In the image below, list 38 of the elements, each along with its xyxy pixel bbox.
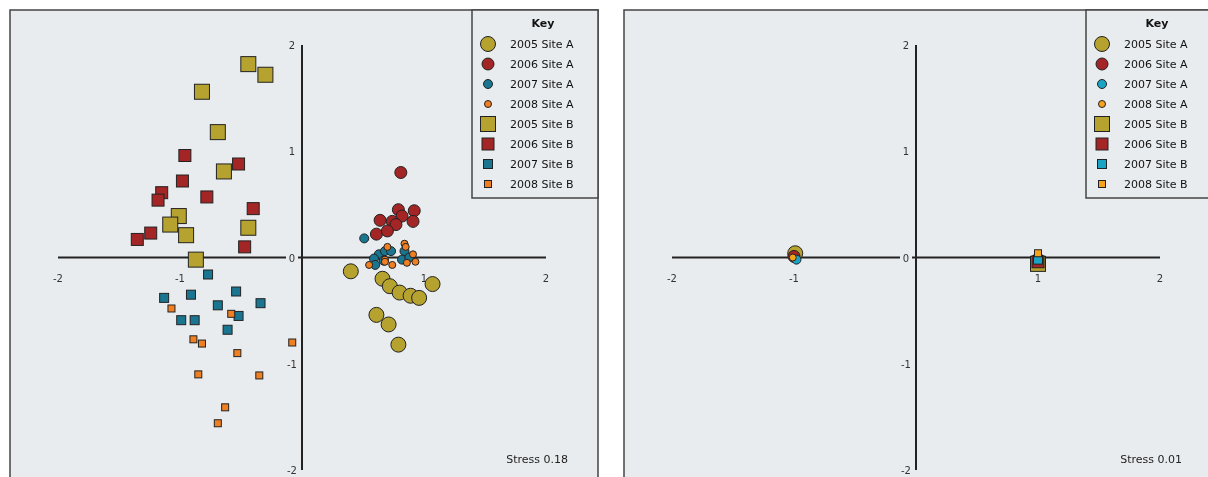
legend-label: 2007 Site A xyxy=(510,78,575,91)
y-tick-label: 0 xyxy=(902,252,910,264)
legend-title: Key xyxy=(531,17,555,30)
y-tick-label: 2 xyxy=(288,40,296,51)
annotation: Stress 0.01 xyxy=(1120,453,1182,466)
legend-label: 2006 Site A xyxy=(510,58,575,71)
legend-label: 2006 Site B xyxy=(1124,138,1188,151)
annotation: Stress 0.18 xyxy=(506,453,568,466)
legend-title: Key xyxy=(1145,17,1169,30)
legend-label: 2008 Site B xyxy=(510,178,574,191)
legend-label: 2007 Site A xyxy=(1124,78,1189,91)
legend-label: 2008 Site B xyxy=(1124,178,1188,191)
y-tick-label: -1 xyxy=(287,358,297,370)
legend-label: 2008 Site A xyxy=(1124,98,1189,111)
legend-label: 2008 Site A xyxy=(510,98,575,111)
y-tick-label: 0 xyxy=(288,252,296,264)
legend-label: 2006 Site A xyxy=(1124,58,1189,71)
x-tick-label: 1 xyxy=(1034,272,1042,284)
x-tick-label: -2 xyxy=(53,272,63,284)
x-tick-label: -1 xyxy=(175,272,185,284)
x-tick-label: 2 xyxy=(542,272,550,284)
y-tick-label: -2 xyxy=(901,465,911,476)
y-tick-label: 1 xyxy=(902,146,910,158)
x-tick-label: 2 xyxy=(1156,272,1164,284)
x-tick-label: -1 xyxy=(789,272,799,284)
legend-label: 2005 Site A xyxy=(1124,38,1189,51)
legend-label: 2005 Site B xyxy=(510,118,574,131)
y-tick-label: -1 xyxy=(901,358,911,370)
y-tick-label: 2 xyxy=(902,40,910,51)
y-tick-label: 1 xyxy=(288,146,296,158)
legend-label: 2005 Site B xyxy=(1124,118,1188,131)
legend-label: 2005 Site A xyxy=(510,38,575,51)
x-tick-label: 1 xyxy=(420,272,428,284)
x-tick-label: -2 xyxy=(667,272,677,284)
legend-label: 2006 Site B xyxy=(510,138,574,151)
legend-label: 2007 Site B xyxy=(510,158,574,171)
y-tick-label: -2 xyxy=(287,465,297,476)
legend-label: 2007 Site B xyxy=(1124,158,1188,171)
